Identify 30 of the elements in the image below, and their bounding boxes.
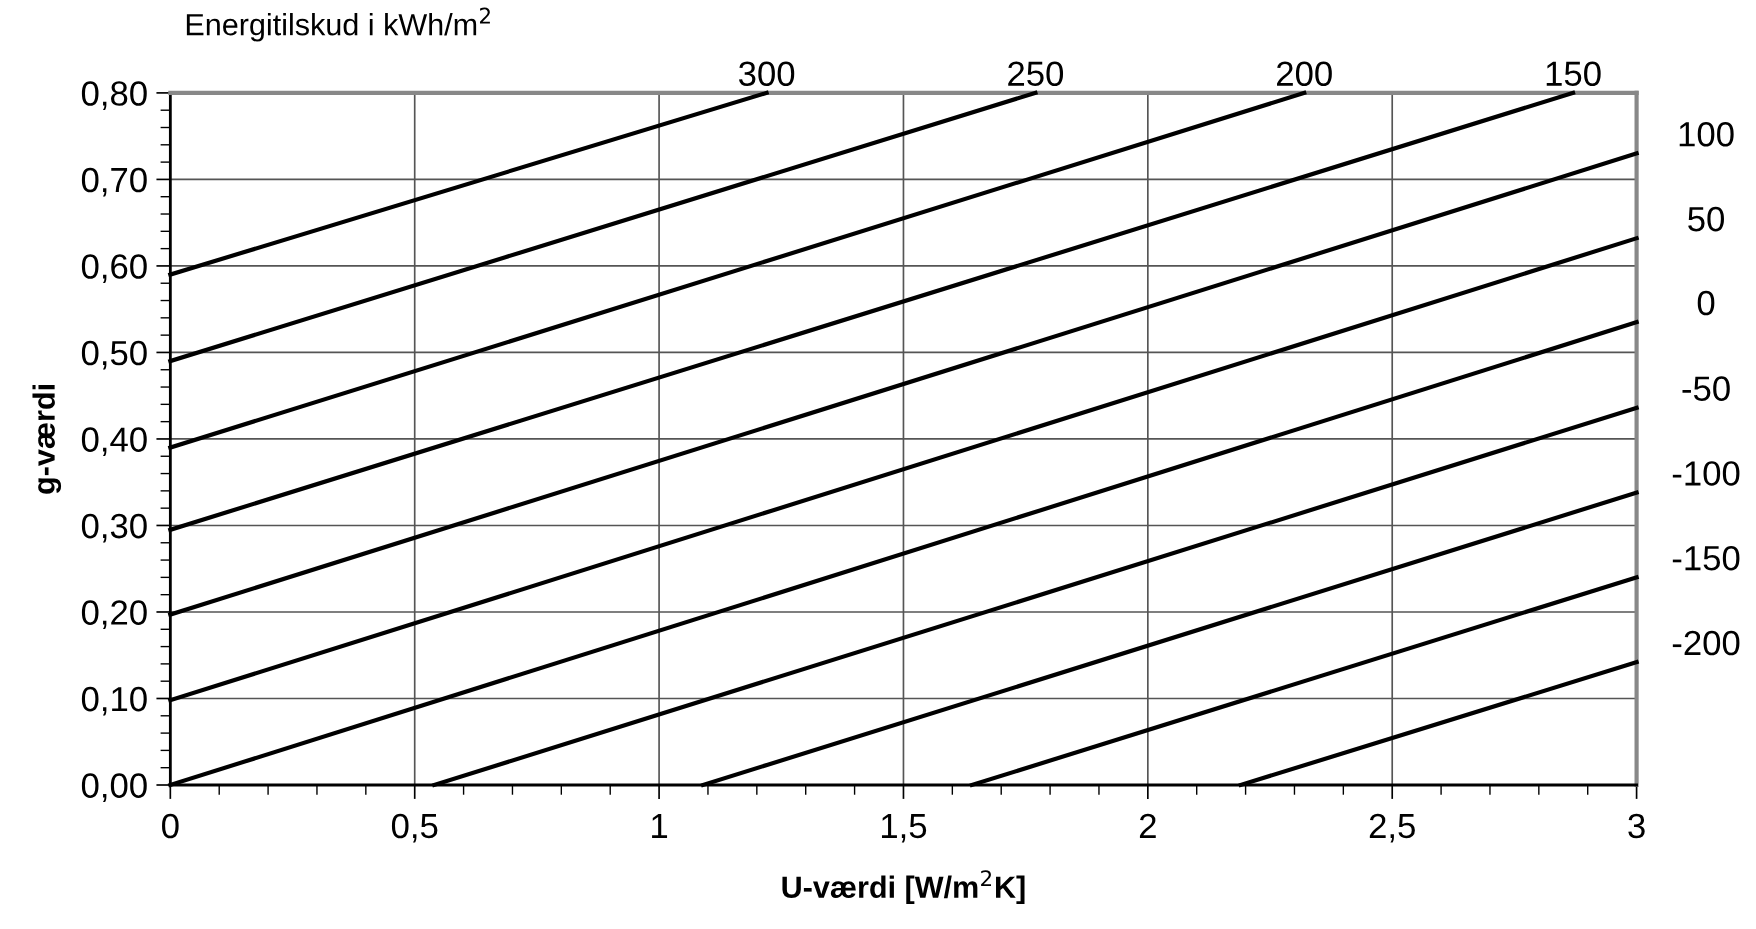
y-tick-label: 0,40: [81, 427, 147, 456]
series-label: 50: [1688, 206, 1724, 232]
series-label: 200: [1277, 61, 1332, 87]
series-label: -50: [1682, 376, 1730, 401]
y-tick-label: 0,80: [81, 81, 147, 110]
x-tick-label: 0: [162, 813, 179, 839]
series-label: 250: [1008, 61, 1064, 87]
series-label: -150: [1672, 545, 1740, 571]
y-tick-label: 0,20: [81, 600, 147, 629]
x-tick-label: 1: [652, 814, 668, 838]
x-tick-label: 2,5: [1369, 813, 1415, 843]
x-tick-label: 1,5: [881, 814, 927, 843]
series-label: -100: [1672, 461, 1740, 486]
y-tick-label: 0,00: [81, 773, 147, 803]
y-tick-label: 0,30: [81, 513, 147, 543]
y-axis-title: g-værdi: [32, 385, 62, 494]
y-tick-label: 0,10: [81, 686, 147, 716]
series-label: 300: [738, 61, 795, 87]
y-tick-label: 0,70: [81, 167, 147, 197]
x-axis-title: U-værdi [W/m$^{2}$K]: [782, 870, 1025, 905]
series-label: 150: [1546, 61, 1601, 87]
y-tick-label: 0,50: [81, 340, 147, 370]
x-tick-label: 3: [1628, 813, 1645, 839]
x-tick-label: 2: [1139, 813, 1156, 838]
series-label: 100: [1679, 122, 1734, 147]
series-label: 0: [1697, 290, 1715, 316]
chart-title: Energitilskud i kWh/m$^{2}$: [186, 7, 490, 42]
x-tick-label: 0,5: [391, 813, 438, 843]
y-tick-label: 0,60: [81, 254, 147, 283]
series-label: -200: [1672, 630, 1740, 656]
